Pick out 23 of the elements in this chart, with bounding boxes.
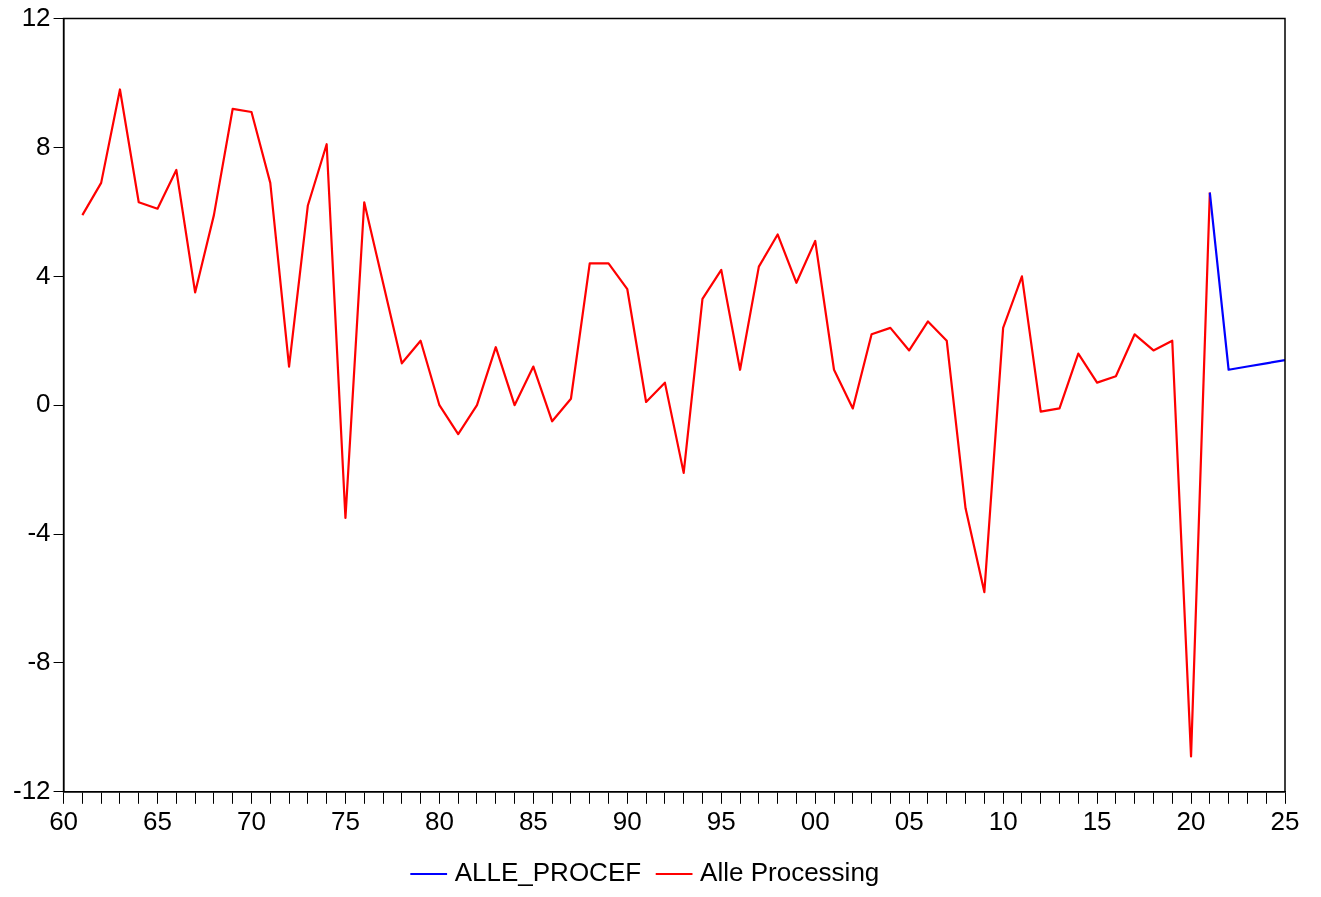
y-tick-label: -4 bbox=[27, 517, 51, 548]
y-tick-label: 8 bbox=[36, 130, 51, 161]
x-tick-label: 00 bbox=[800, 805, 830, 836]
x-tick-label: 65 bbox=[143, 805, 172, 836]
legend-label: ALLE_PROCEF bbox=[454, 857, 642, 888]
y-tick-label: 4 bbox=[36, 259, 51, 290]
legend-label: Alle Processing bbox=[700, 857, 880, 888]
y-tick-label: -8 bbox=[27, 646, 51, 677]
y-tick-label: 0 bbox=[36, 388, 51, 419]
x-tick-label: 70 bbox=[237, 805, 266, 836]
x-tick-label: 75 bbox=[330, 805, 360, 836]
x-tick-label: 85 bbox=[518, 805, 548, 836]
x-tick-label: 05 bbox=[894, 805, 924, 836]
x-tick-label: 25 bbox=[1270, 805, 1300, 836]
x-tick-label: 10 bbox=[988, 805, 1018, 836]
y-tick-label: -12 bbox=[13, 774, 51, 805]
y-tick-label: 12 bbox=[21, 1, 51, 32]
x-tick-label: 15 bbox=[1082, 805, 1112, 836]
x-tick-label: 20 bbox=[1176, 805, 1206, 836]
x-tick-label: 60 bbox=[49, 805, 79, 836]
x-tick-label: 95 bbox=[706, 805, 736, 836]
x-tick-label: 90 bbox=[612, 805, 642, 836]
x-tick-label: 80 bbox=[424, 805, 454, 836]
